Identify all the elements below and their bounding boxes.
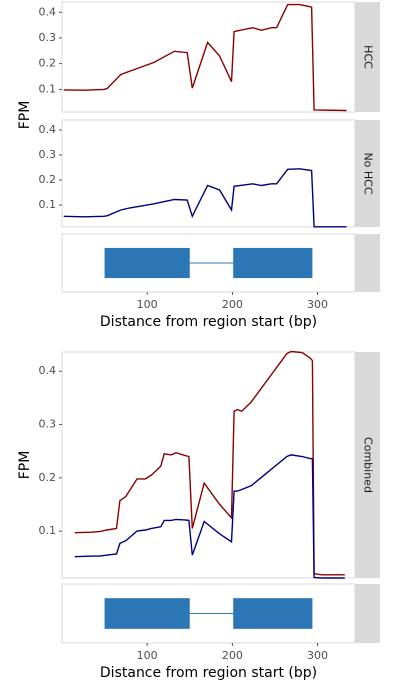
y-tick-label: 0.3	[39, 148, 57, 161]
strip-label: No HCC	[362, 152, 375, 194]
y-tick-label: 0.3	[39, 417, 57, 430]
y-tick-label: 0.4	[39, 364, 57, 377]
series-line	[74, 454, 345, 579]
series-line	[74, 350, 345, 576]
x-axis-title: Distance from region start (bp)	[100, 665, 317, 681]
exon	[233, 598, 313, 629]
x-tick-label: 100	[137, 298, 158, 311]
series-line	[63, 168, 347, 228]
strip	[355, 584, 380, 643]
strip	[355, 2, 380, 112]
y-tick-label: 0.2	[39, 173, 57, 186]
exon	[104, 247, 190, 279]
y-tick-label: 0.2	[39, 57, 57, 70]
exon	[233, 247, 313, 279]
x-tick-label: 200	[222, 298, 243, 311]
y-axis-title: FPM	[17, 451, 33, 480]
x-tick-label: 300	[307, 649, 328, 662]
x-tick-label: 100	[137, 649, 158, 662]
series-line	[63, 3, 347, 112]
y-tick-label: 0.1	[39, 198, 57, 211]
y-axis-title: FPM	[17, 101, 33, 130]
y-tick-label: 0.4	[39, 5, 57, 18]
y-tick-label: 0.4	[39, 123, 57, 136]
panel-border	[61, 1, 356, 113]
y-tick-label: 0.2	[39, 471, 57, 484]
strip-label: Combined	[362, 437, 375, 493]
strip	[355, 234, 380, 292]
y-tick-label: 0.3	[39, 31, 57, 44]
strip	[355, 120, 380, 227]
strip	[355, 352, 380, 578]
exon	[104, 598, 190, 629]
panel-border	[61, 351, 356, 579]
x-tick-label: 200	[222, 649, 243, 662]
y-tick-label: 0.1	[39, 524, 57, 537]
strip-label: HCC	[362, 45, 375, 69]
y-tick-label: 0.1	[39, 82, 57, 95]
x-axis-title: Distance from region start (bp)	[100, 314, 317, 330]
x-tick-label: 300	[307, 298, 328, 311]
